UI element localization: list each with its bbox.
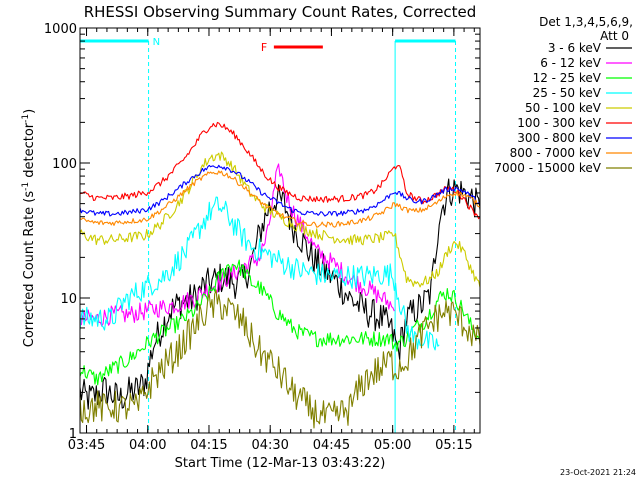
series-line [79,259,481,386]
x-tick-label: 04:45 [313,438,350,453]
x-axis-label: Start Time (12-Mar-13 03:43:22) [175,456,386,471]
legend-label: 300 - 800 keV [517,131,601,145]
y-axis-label-superscript: -1 [21,182,31,191]
y-axis-label: Corrected Count Rate (s-1 detector-1) [21,109,37,347]
y-axis-label-part: Corrected Count Rate (s [22,191,37,348]
x-tick-label: 04:30 [251,438,288,453]
legend-label: 3 - 6 keV [548,41,602,55]
x-tick-label: 04:00 [129,438,166,453]
legend-label: 100 - 300 keV [517,116,601,130]
y-tick-label: 100 [52,157,77,172]
x-tick-label: 03:45 [68,438,105,453]
legend-label: 12 - 25 keV [533,71,602,85]
x-tick-label: 04:15 [190,438,227,453]
series-line [79,151,481,288]
y-tick-label: 1 [69,427,77,442]
y-axis-label-part: detector [22,122,37,182]
legend-label: 800 - 7000 keV [510,146,602,160]
legend-header-line: Att 0 [600,29,629,43]
night-label: N [153,37,160,48]
y-tick-label: 10 [60,292,77,307]
y-axis-label-part: ) [22,109,37,114]
legend-label: 7000 - 15000 keV [494,161,601,175]
chart-title: RHESSI Observing Summary Count Rates, Co… [84,3,477,21]
legend-label: 50 - 100 keV [525,101,602,115]
series-line [79,170,481,228]
y-axis: 1 10 100 1000 [44,22,480,442]
series-line [79,289,481,429]
legend-header-line: Det 1,3,4,5,6,9, [539,15,633,29]
series-lines [79,121,481,429]
legend-label: 6 - 12 keV [540,56,602,70]
legend-label: 25 - 50 keV [533,86,602,100]
flare-marker: F [261,41,323,54]
flare-label: F [261,41,267,54]
series-line [79,196,440,351]
series-line [79,121,481,220]
x-axis: 03:45 04:00 04:15 04:30 04:45 05:00 05:15 [68,28,475,453]
series-line [79,178,481,410]
series-line [79,163,395,327]
x-tick-label: 05:00 [374,438,411,453]
series-line [79,164,481,217]
x-tick-label: 05:15 [435,438,472,453]
y-tick-label: 1000 [44,22,77,37]
y-axis-label-superscript: -1 [21,114,31,123]
date-stamp: 23-Oct-2021 21:24 [560,468,636,477]
